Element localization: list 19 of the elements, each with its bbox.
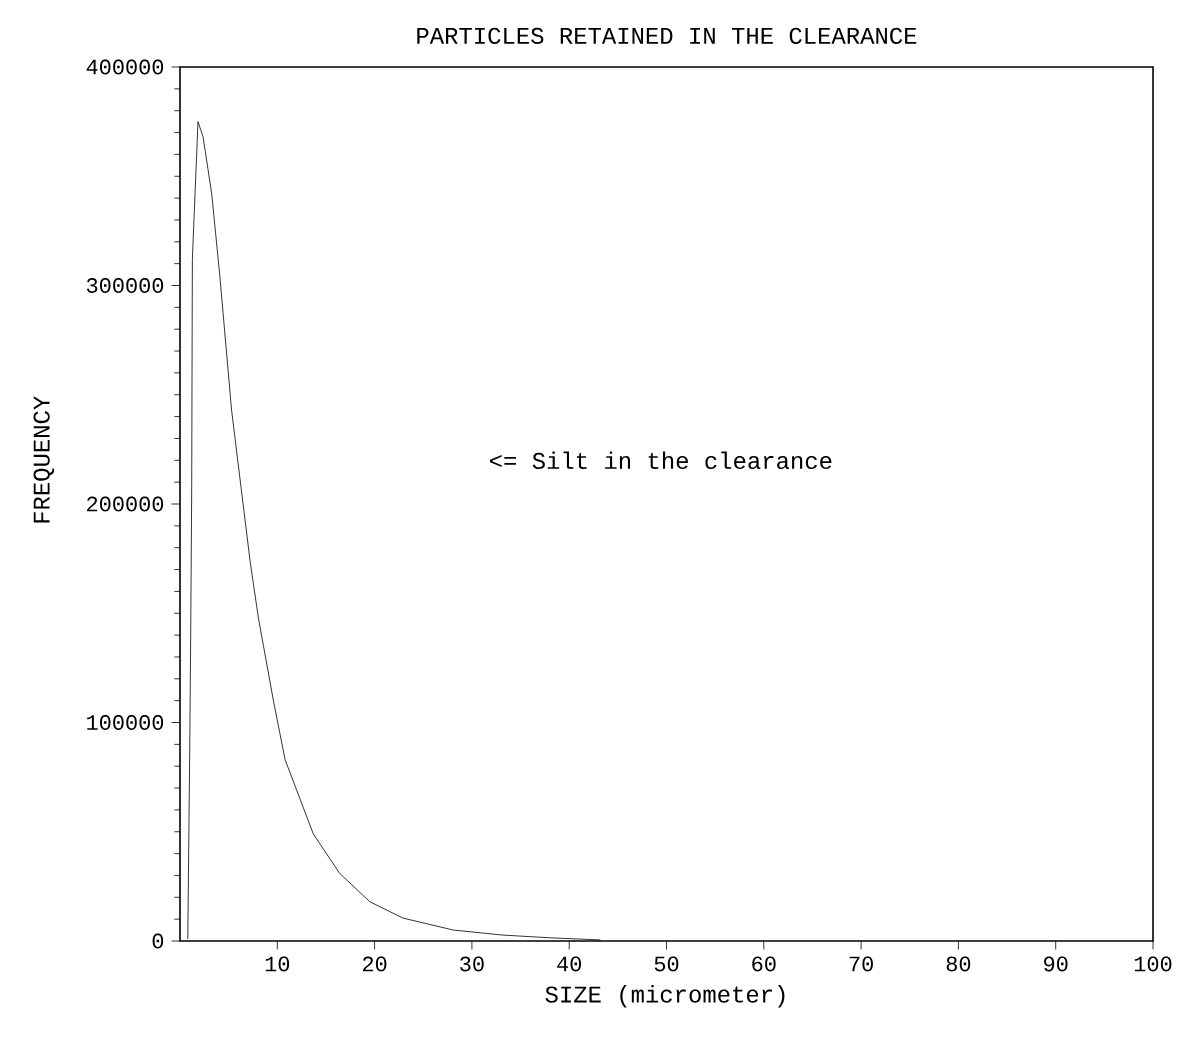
x-tick-label: 90 bbox=[1044, 956, 1068, 972]
y-tick-label: 300000 bbox=[86, 278, 164, 293]
x-tick-label: 80 bbox=[946, 956, 971, 972]
x-tick-label: 40 bbox=[557, 956, 582, 972]
y-tick-label: 100000 bbox=[87, 715, 164, 730]
x-tick-label: 100 bbox=[1134, 956, 1172, 972]
y-tick-label: 0 bbox=[152, 933, 164, 949]
x-tick-label: 70 bbox=[849, 956, 873, 972]
x-tick-label: 60 bbox=[752, 956, 776, 972]
chart-title: PARTICLES RETAINED IN THE CLEARANCE bbox=[417, 27, 917, 44]
x-tick-label: 50 bbox=[654, 956, 679, 972]
x-tick-label: 10 bbox=[265, 956, 290, 972]
x-tick-label: 30 bbox=[460, 956, 484, 972]
y-tick-label: 200000 bbox=[87, 496, 164, 512]
x-axis-title: SIZE (micrometer) bbox=[545, 985, 785, 1008]
y-tick-label: 400000 bbox=[86, 59, 164, 75]
annotation: <= Silt in the clearance bbox=[490, 451, 832, 470]
y-axis-title: FREQUENCY bbox=[33, 396, 55, 523]
x-tick-label: 20 bbox=[362, 956, 387, 972]
